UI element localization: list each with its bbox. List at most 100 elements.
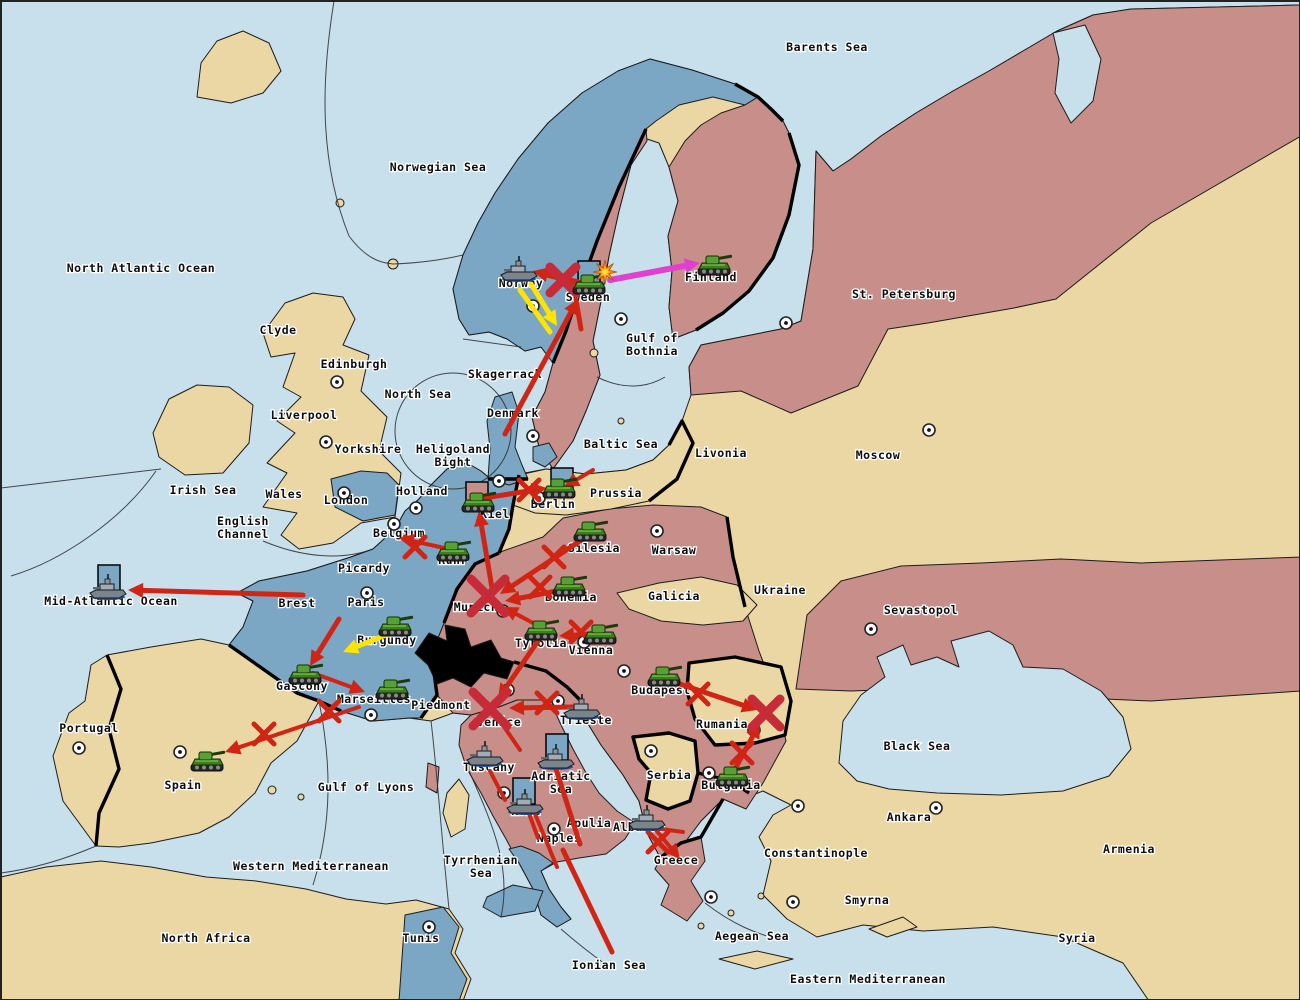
failed-order-x: [534, 690, 560, 716]
label-baltic-sea: Baltic Sea: [584, 437, 658, 451]
label-moscow: Moscow: [856, 448, 901, 462]
label-ukraine: Ukraine: [754, 583, 806, 597]
territory-crete[interactable]: [718, 950, 794, 970]
fleet-tuscany[interactable]: [466, 741, 504, 767]
army-tyrolia[interactable]: [524, 619, 560, 641]
army-ruhr[interactable]: [436, 540, 472, 562]
sea-boundary-line: [1, 468, 162, 489]
army-berlin[interactable]: [542, 477, 578, 499]
supply-center-ankara: [929, 801, 943, 815]
label-edinburgh: Edinburgh: [321, 357, 388, 371]
explosion-burst: [592, 259, 618, 285]
sea-boundary-line: [324, 1, 464, 265]
territory-black-sea[interactable]: [838, 630, 1132, 796]
label-rumania: Rumania: [696, 717, 748, 731]
label-clyde: Clyde: [259, 323, 296, 337]
territory-naples-blue[interactable]: [508, 845, 572, 928]
label-vienna: Vienna: [569, 643, 614, 657]
army-budapest[interactable]: [647, 665, 683, 687]
army-gascony[interactable]: [288, 663, 324, 685]
army-kiel[interactable]: [461, 491, 497, 513]
supply-center-st-petersburg: [779, 316, 793, 330]
supply-center-denmark: [526, 429, 540, 443]
territory-switzerland[interactable]: [414, 624, 515, 688]
label-sevastopol: Sevastopol: [884, 603, 958, 617]
national-border: [497, 474, 521, 554]
failed-order-x: [729, 740, 755, 766]
label-norwegian-sea: Norwegian Sea: [390, 160, 487, 174]
fleet-adriatic[interactable]: [537, 744, 575, 770]
sea-boundary-line: [560, 928, 613, 970]
label-north-africa: North Africa: [161, 931, 250, 945]
fleet-rome[interactable]: [506, 789, 544, 815]
label-north-atlantic-ocean: North Atlantic Ocean: [67, 261, 215, 275]
territory-sicily-blue[interactable]: [482, 884, 544, 918]
label-london: London: [324, 493, 369, 507]
territory-russia-rose[interactable]: [688, 4, 1300, 414]
army-bohemia[interactable]: [552, 575, 588, 597]
territory-italy-rose[interactable]: [458, 699, 636, 928]
supply-center-smyrna: [786, 895, 800, 909]
fleet-albania[interactable]: [628, 805, 666, 831]
territory-north-africa[interactable]: [1, 860, 472, 1000]
territory-london-blue[interactable]: [330, 470, 400, 522]
territory-danish-isles[interactable]: [532, 442, 558, 468]
standoff-x: [466, 574, 510, 618]
failed-order-x: [645, 829, 671, 855]
territory-tunis-blue[interactable]: [398, 906, 468, 1000]
army-finland[interactable]: [697, 254, 733, 276]
army-sweden[interactable]: [572, 273, 608, 295]
supply-center-sevastopol: [864, 622, 878, 636]
army-marseilles[interactable]: [375, 678, 411, 700]
supply-center-constantinople: [791, 799, 805, 813]
small-island: [589, 348, 599, 358]
army-spain[interactable]: [190, 750, 226, 772]
label-syria: Syria: [1058, 931, 1095, 945]
label-adriatic-sea: AdriaticSea: [531, 769, 590, 796]
national-border: [734, 82, 785, 123]
supply-center-sweden: [614, 312, 628, 326]
army-silesia[interactable]: [573, 520, 609, 542]
label-armenia: Armenia: [1103, 842, 1155, 856]
territory-sardinia[interactable]: [442, 778, 470, 838]
territory-white-sea[interactable]: [1052, 24, 1102, 124]
army-bulgaria[interactable]: [715, 765, 751, 787]
territory-ireland[interactable]: [152, 384, 254, 476]
army-vienna[interactable]: [583, 623, 619, 645]
supply-center-bulgaria: [702, 766, 716, 780]
territory-sweden-rose[interactable]: [531, 128, 648, 470]
sea-boundary-line: [10, 470, 157, 577]
sea-boundary-line: [430, 720, 450, 910]
territory-cyprus[interactable]: [868, 916, 918, 938]
label-irish-sea: Irish Sea: [170, 483, 237, 497]
territory-galicia-tan[interactable]: [616, 576, 758, 626]
territory-iceland[interactable]: [196, 30, 282, 104]
fleet-norway[interactable]: [500, 256, 538, 282]
order-arrow-magenta: [607, 258, 700, 283]
label-st-petersburg: St. Petersburg: [852, 287, 956, 301]
label-ankara: Ankara: [887, 810, 932, 824]
fleet-trieste[interactable]: [563, 694, 601, 720]
sea-boundary-line: [704, 902, 788, 942]
small-island: [297, 793, 305, 801]
label-paris: Paris: [347, 595, 384, 609]
sea-boundary-circle: [394, 372, 512, 490]
label-livonia: Livonia: [695, 446, 747, 460]
label-portugal: Portugal: [59, 721, 118, 735]
standoff-x: [747, 694, 785, 732]
national-border: [725, 516, 747, 608]
national-border: [695, 132, 801, 332]
fleet-mid-atlantic[interactable]: [89, 574, 127, 600]
label-eastern-mediterranean: Eastern Mediterranean: [790, 972, 946, 986]
failed-order-x: [527, 574, 553, 600]
sea-boundary-line: [596, 376, 666, 387]
army-burgundy[interactable]: [378, 615, 414, 637]
order-arrow-red: [665, 677, 757, 713]
failed-order-x: [316, 698, 342, 724]
label-greece: Greece: [654, 853, 699, 867]
label-wales: Wales: [265, 487, 302, 501]
label-brest: Brest: [278, 596, 315, 610]
